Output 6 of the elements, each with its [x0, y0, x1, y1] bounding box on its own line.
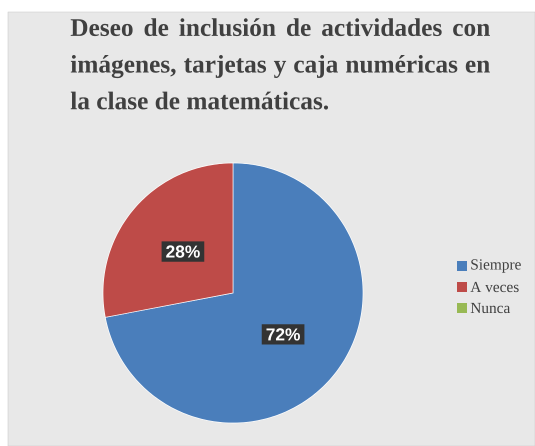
legend-label: A veces [470, 282, 519, 292]
legend-label: Siempre [471, 259, 521, 273]
data-label: 72% [266, 328, 300, 341]
data-label: 28% [166, 245, 200, 258]
chart-title: Deseo de inclusión de actividades con imágenes, tarjetas y caja numéricas en la clase de matemáticas. [70, 18, 490, 110]
legend-label: Nunca [470, 302, 510, 314]
